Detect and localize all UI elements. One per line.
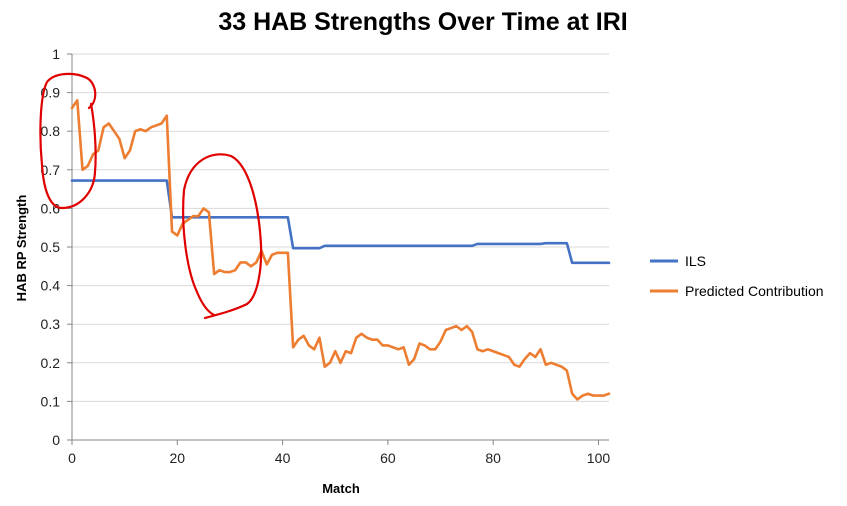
x-tick-label: 60 <box>380 450 396 466</box>
x-tick-label: 100 <box>587 450 611 466</box>
y-tick-label: 0.4 <box>41 278 61 294</box>
hand-drawn-annotations <box>39 72 263 320</box>
y-tick-label: 0.2 <box>41 355 61 371</box>
circle-annotation-1 <box>39 72 97 210</box>
y-tick-label: 1 <box>52 46 60 62</box>
axes <box>67 53 609 445</box>
legend-label-predicted-contribution: Predicted Contribution <box>685 283 824 299</box>
x-tick-label: 20 <box>170 450 186 466</box>
y-tick-labels: 00.10.20.30.40.50.60.70.80.91 <box>41 46 61 448</box>
y-tick-label: 0.5 <box>41 239 61 255</box>
x-axis-label: Match <box>322 481 360 496</box>
y-tick-label: 0 <box>52 432 60 448</box>
y-tick-label: 0.1 <box>41 393 61 409</box>
y-tick-label: 0.7 <box>41 162 61 178</box>
x-tick-label: 40 <box>275 450 291 466</box>
y-tick-label: 0.3 <box>41 316 61 332</box>
legend-label-ils: ILS <box>685 253 706 269</box>
x-tick-label: 0 <box>68 450 76 466</box>
gridlines <box>72 53 609 402</box>
series-line-predicted-contribution <box>70 99 611 401</box>
series-line-ils <box>70 179 611 265</box>
y-tick-label: 0.6 <box>41 200 61 216</box>
y-axis-label: HAB RP Strength <box>14 195 29 302</box>
x-tick-label: 80 <box>485 450 501 466</box>
chart-title: 33 HAB Strengths Over Time at IRI <box>218 8 627 36</box>
x-tick-labels: 0 20 40 60 80 100 <box>68 450 610 466</box>
series-lines <box>70 99 611 401</box>
legend: ILS Predicted Contribution <box>650 253 824 299</box>
y-tick-label: 0.8 <box>41 123 61 139</box>
circle-annotation-2 <box>182 153 263 320</box>
